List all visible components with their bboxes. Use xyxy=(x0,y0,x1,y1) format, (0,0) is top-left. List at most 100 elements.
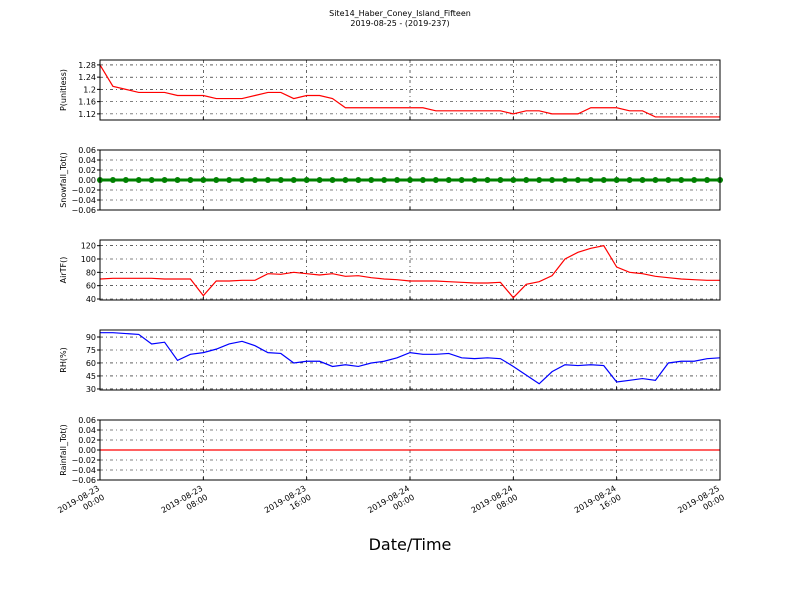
x-tick-label: 2019-08-2308:00 xyxy=(160,484,210,524)
y-tick-label: 1.28 xyxy=(78,61,96,70)
data-point xyxy=(458,177,465,183)
data-point xyxy=(523,177,530,183)
data-line xyxy=(100,332,721,385)
data-point xyxy=(368,177,375,183)
data-line xyxy=(99,64,720,118)
data-point xyxy=(665,177,672,183)
plot-frame xyxy=(99,59,721,121)
data-point xyxy=(381,177,388,183)
data-point xyxy=(704,177,711,183)
y-tick-label: 30 xyxy=(86,385,96,394)
data-point xyxy=(355,177,362,183)
data-point xyxy=(187,177,194,183)
x-tick-label: 2019-08-2400:00 xyxy=(366,484,416,524)
y-tick-label: 100 xyxy=(81,255,96,264)
data-point xyxy=(626,177,633,183)
data-point xyxy=(497,177,504,183)
y-axis-label: RH(%) xyxy=(59,347,68,372)
y-tick-label: 0.06 xyxy=(78,416,96,425)
y-tick-label: 1.16 xyxy=(78,98,96,107)
y-tick-label: 0.02 xyxy=(78,436,96,445)
x-tick-label: 2019-08-2500:00 xyxy=(676,484,726,524)
y-tick-label: 45 xyxy=(86,372,96,381)
y-tick-label: 75 xyxy=(86,346,96,355)
y-tick-label: 1.12 xyxy=(78,110,96,119)
data-point xyxy=(407,177,413,183)
data-point xyxy=(574,177,581,183)
y-tick-label: −0.04 xyxy=(71,196,96,205)
x-tick-label: 2019-08-2316:00 xyxy=(263,484,313,524)
y-axis-label: Snowfall_Tot() xyxy=(59,152,68,208)
y-axis-label: Rainfall_Tot() xyxy=(59,424,68,476)
y-tick-label: −0.02 xyxy=(71,186,96,195)
data-point xyxy=(200,177,207,183)
y-tick-label: −0.04 xyxy=(71,466,96,475)
data-point xyxy=(109,177,116,183)
data-point xyxy=(691,177,698,183)
data-point xyxy=(432,177,439,183)
plot-frame xyxy=(99,419,721,481)
y-tick-label: 1.24 xyxy=(78,73,96,82)
figure-title: Site14_Haber_Coney_Island_Fifteen xyxy=(329,9,471,18)
data-point xyxy=(161,177,168,183)
plot-frame xyxy=(99,149,721,211)
y-tick-label: 90 xyxy=(86,333,96,342)
y-tick-label: −0.02 xyxy=(71,456,96,465)
plot-frame xyxy=(99,329,721,391)
data-point xyxy=(471,177,478,183)
x-tick-label: 2019-08-2300:00 xyxy=(56,484,106,524)
y-axis-label: P(unitless) xyxy=(59,69,68,111)
data-point xyxy=(536,177,543,183)
y-tick-label: 0.00 xyxy=(78,176,96,185)
data-point xyxy=(510,177,517,183)
plot-frame xyxy=(99,239,721,301)
data-point xyxy=(419,177,426,183)
data-point xyxy=(226,177,233,183)
data-point xyxy=(252,177,258,183)
data-point xyxy=(264,177,271,183)
y-tick-label: 0.06 xyxy=(78,146,96,155)
data-line xyxy=(99,244,720,299)
y-tick-label: 60 xyxy=(86,359,96,368)
x-axis-label: Date/Time xyxy=(369,535,452,554)
data-point xyxy=(562,177,568,183)
data-point xyxy=(329,177,336,183)
data-point xyxy=(639,177,646,183)
y-tick-label: 80 xyxy=(86,268,96,277)
data-point xyxy=(445,177,452,183)
data-point xyxy=(303,177,310,183)
data-point xyxy=(652,177,659,183)
data-point xyxy=(342,177,349,183)
y-axis-label: AirTF() xyxy=(59,257,68,284)
data-point xyxy=(394,177,401,183)
y-tick-label: −0.06 xyxy=(71,476,96,485)
data-point xyxy=(239,177,246,183)
y-tick-label: 1.2 xyxy=(83,85,96,94)
y-tick-label: 0.00 xyxy=(78,446,96,455)
y-tick-label: 120 xyxy=(81,242,96,251)
data-point xyxy=(277,177,284,183)
data-point xyxy=(678,177,685,183)
data-point xyxy=(122,177,129,183)
x-tick-label: 2019-08-2416:00 xyxy=(573,484,623,524)
data-point xyxy=(213,177,220,183)
data-point xyxy=(174,177,181,183)
data-point xyxy=(484,177,491,183)
x-tick-label: 2019-08-2408:00 xyxy=(470,484,520,524)
data-point xyxy=(148,177,155,183)
figure-subtitle: 2019-08-25 - (2019-237) xyxy=(350,19,449,28)
data-point xyxy=(600,177,607,183)
y-tick-label: 60 xyxy=(86,282,96,291)
y-tick-label: 40 xyxy=(86,295,96,304)
data-point xyxy=(587,177,594,183)
y-tick-label: 0.04 xyxy=(78,426,96,435)
data-point xyxy=(549,177,556,183)
data-point xyxy=(613,177,620,183)
data-point xyxy=(290,177,297,183)
data-point xyxy=(135,177,142,183)
y-tick-label: 0.02 xyxy=(78,166,96,175)
y-tick-label: −0.06 xyxy=(71,206,96,215)
data-point xyxy=(316,177,323,183)
y-tick-label: 0.04 xyxy=(78,156,96,165)
